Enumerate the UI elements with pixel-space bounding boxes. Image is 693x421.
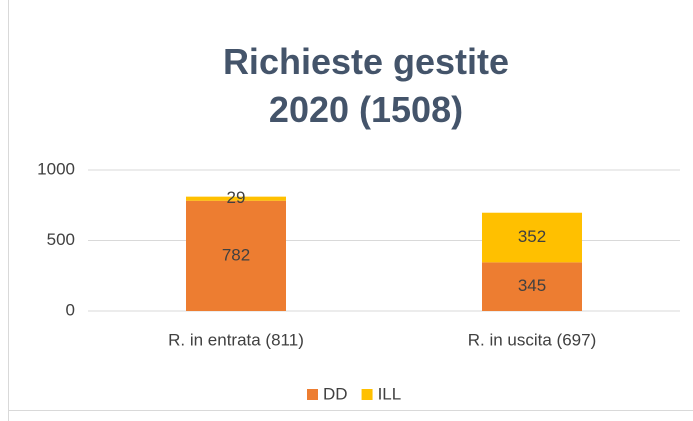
bar-segment xyxy=(186,196,286,201)
legend-swatch xyxy=(361,389,373,400)
y-tick-label: 1000 xyxy=(37,159,75,178)
data-label: 29 xyxy=(227,188,246,207)
chart-title: Richieste gestite 2020 (1508) xyxy=(222,41,510,130)
bar-segment xyxy=(186,200,286,311)
bar-segment xyxy=(482,212,582,263)
legend-label: DD xyxy=(323,384,348,403)
legend-swatch xyxy=(307,389,318,400)
data-label: 782 xyxy=(222,245,250,264)
y-tick-label: 500 xyxy=(47,230,75,249)
x-tick-label: R. in uscita (697) xyxy=(468,330,597,349)
data-label: 352 xyxy=(518,227,546,246)
legend-label: ILL xyxy=(378,384,402,403)
data-label: 345 xyxy=(518,276,546,295)
y-tick-label: 0 xyxy=(66,300,75,319)
x-tick-label: R. in entrata (811) xyxy=(168,330,304,349)
bar-segment xyxy=(482,262,582,311)
